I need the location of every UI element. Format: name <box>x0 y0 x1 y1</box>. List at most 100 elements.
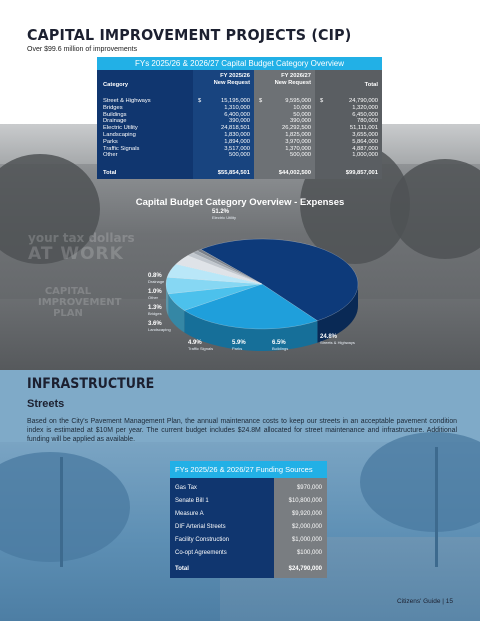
page-title: CAPITAL IMPROVEMENT PROJECTS (CIP) <box>27 26 352 44</box>
row-fy1-value: 24,818,501 <box>220 125 250 132</box>
pie-slice <box>200 238 359 322</box>
funding-row: Gas Tax $970,000 <box>170 478 327 495</box>
row-fy2-value: 9,595,000 <box>285 98 311 104</box>
funding-rows: Gas Tax $970,000 Senate Bill 1 $10,800,000 M… <box>170 478 327 560</box>
funding-total-value: $24,790,000 <box>274 560 327 578</box>
col-fy2: FY 2026/27 New Request <box>254 70 315 90</box>
infrastructure-title: INFRASTRUCTURE <box>27 376 155 392</box>
fy2-column: $9,595,000 10,000 50,000 390,000 26,292,500 1… <box>254 90 315 167</box>
pie-label: 5.9% Parks <box>232 340 246 351</box>
pie-label-name: Other <box>148 295 159 300</box>
row-total: 4,887,000 <box>315 146 378 153</box>
row-fy1: 6,400,000 <box>193 112 250 119</box>
row-total: 1,000,000 <box>315 152 378 159</box>
category-column: Street & Highways Bridges Buildings Drainag… <box>97 90 193 167</box>
pie-label: 24.8% Streets & Highways <box>320 334 355 345</box>
row-fy2: 10,000 <box>254 105 311 112</box>
chart-title: Capital Budget Category Overview - Expen… <box>135 197 345 208</box>
streets-heading: Streets <box>27 398 65 410</box>
photo-pole <box>435 447 438 567</box>
row-total-value: 780,000 <box>357 118 378 125</box>
pie-slice <box>166 263 263 285</box>
row-fy1: 24,818,501 <box>193 125 250 132</box>
row-category: Buildings <box>103 112 193 119</box>
row-category-value: Street & Highways <box>103 98 151 104</box>
row-fy2: 26,292,500 <box>254 125 311 132</box>
photo-tree <box>0 452 130 562</box>
currency-symbol: $ <box>320 98 324 104</box>
row-category-value: Drainage <box>103 118 127 125</box>
pie-label-percent: 24.8% <box>320 334 338 340</box>
pie-label-percent: 5.9% <box>232 340 246 346</box>
row-fy1: $15,195,000 <box>193 98 250 105</box>
funding-source-label: Facility Construction <box>170 534 274 547</box>
row-fy1-value: 1,894,000 <box>224 138 250 145</box>
row-fy2-value: 10,000 <box>293 104 311 111</box>
row-category: Landscaping <box>103 132 193 139</box>
pie-slice-side <box>168 293 185 333</box>
row-category-value: Other <box>103 152 118 159</box>
row-category: Other <box>103 152 193 159</box>
funding-source-label: Senate Bill 1 <box>170 495 274 508</box>
total-column: $24,790,000 1,320,000 6,450,000 780,000 51,1… <box>315 90 382 167</box>
funding-source-value: $10,800,000 <box>274 495 327 508</box>
pie-slice <box>165 276 263 295</box>
funding-row: Measure A $9,920,000 <box>170 508 327 521</box>
pie-slice <box>192 250 263 285</box>
pie-slice <box>167 283 263 311</box>
total-total: $99,857,001 <box>315 167 382 179</box>
funding-row: Facility Construction $1,000,000 <box>170 534 327 547</box>
row-fy1-value: 6,400,000 <box>224 111 250 118</box>
col-fy2-year: FY 2026/27 <box>281 73 311 79</box>
pie-label: 1.0% Other <box>148 289 162 300</box>
funding-source-label: Gas Tax <box>170 478 274 495</box>
pie-slice-side <box>317 284 358 343</box>
row-fy2: 390,000 <box>254 118 311 125</box>
row-fy2: 1,370,000 <box>254 146 311 153</box>
watermark-line3: CAPITAL IMPROVEMENT PLAN <box>38 286 122 319</box>
row-fy2-value: 1,825,000 <box>285 131 311 138</box>
row-category-value: Parks <box>103 138 118 145</box>
pie-label-percent: 4.9% <box>188 340 202 346</box>
row-fy2: 50,000 <box>254 112 311 119</box>
row-category-value: Landscaping <box>103 131 136 138</box>
pie-label: 3.6% Landscaping <box>148 321 171 332</box>
row-total-value: 6,450,000 <box>352 111 378 118</box>
pie-label-percent: 1.3% <box>148 305 162 311</box>
row-fy2: 500,000 <box>254 152 311 159</box>
row-category-value: Electric Utility <box>103 125 138 132</box>
pie-label: 0.8% Drainage <box>148 273 165 284</box>
funding-table-title: FYs 2025/26 & 2026/27 Funding Sources <box>170 461 327 478</box>
row-category: Bridges <box>103 105 193 112</box>
budget-table-title: FYs 2025/26 & 2026/27 Capital Budget Cat… <box>97 57 382 70</box>
row-total: 5,864,000 <box>315 139 378 146</box>
row-fy1-value: 500,000 <box>229 152 250 159</box>
row-total-value: 1,000,000 <box>352 152 378 159</box>
currency-symbol: $ <box>259 98 263 104</box>
row-fy2-value: 390,000 <box>290 118 311 125</box>
budget-table-body: Street & Highways Bridges Buildings Drainag… <box>97 90 382 167</box>
row-fy1: 390,000 <box>193 118 250 125</box>
row-category: Electric Utility <box>103 125 193 132</box>
row-category: Drainage <box>103 118 193 125</box>
funding-total-label: Total <box>170 560 274 578</box>
row-category: Traffic Signals <box>103 146 193 153</box>
pie-label-name: Buildings <box>272 346 289 351</box>
row-total: 3,655,000 <box>315 132 378 139</box>
row-fy1-value: 15,195,000 <box>220 98 250 104</box>
row-category-value: Traffic Signals <box>103 145 140 152</box>
pie-label-name: Drainage <box>148 279 165 284</box>
col-total: Total <box>315 70 382 90</box>
col-fy1: FY 2025/26 New Request <box>193 70 254 90</box>
row-category: Parks <box>103 139 193 146</box>
pie-label-name: Parks <box>232 346 243 351</box>
funding-source-label: DIF Arterial Streets <box>170 521 274 534</box>
row-total: 1,320,000 <box>315 105 378 112</box>
funding-source-value: $970,000 <box>274 478 327 495</box>
pie-label-name: Traffic Signals <box>188 346 214 351</box>
photo-pole <box>60 457 63 567</box>
photo-tree <box>390 159 480 259</box>
budget-table-total-row: Total $55,854,501 $44,002,500 $99,857,00… <box>97 167 382 179</box>
pie-label-name: Landscaping <box>148 327 171 332</box>
total-label: Total <box>97 167 193 179</box>
